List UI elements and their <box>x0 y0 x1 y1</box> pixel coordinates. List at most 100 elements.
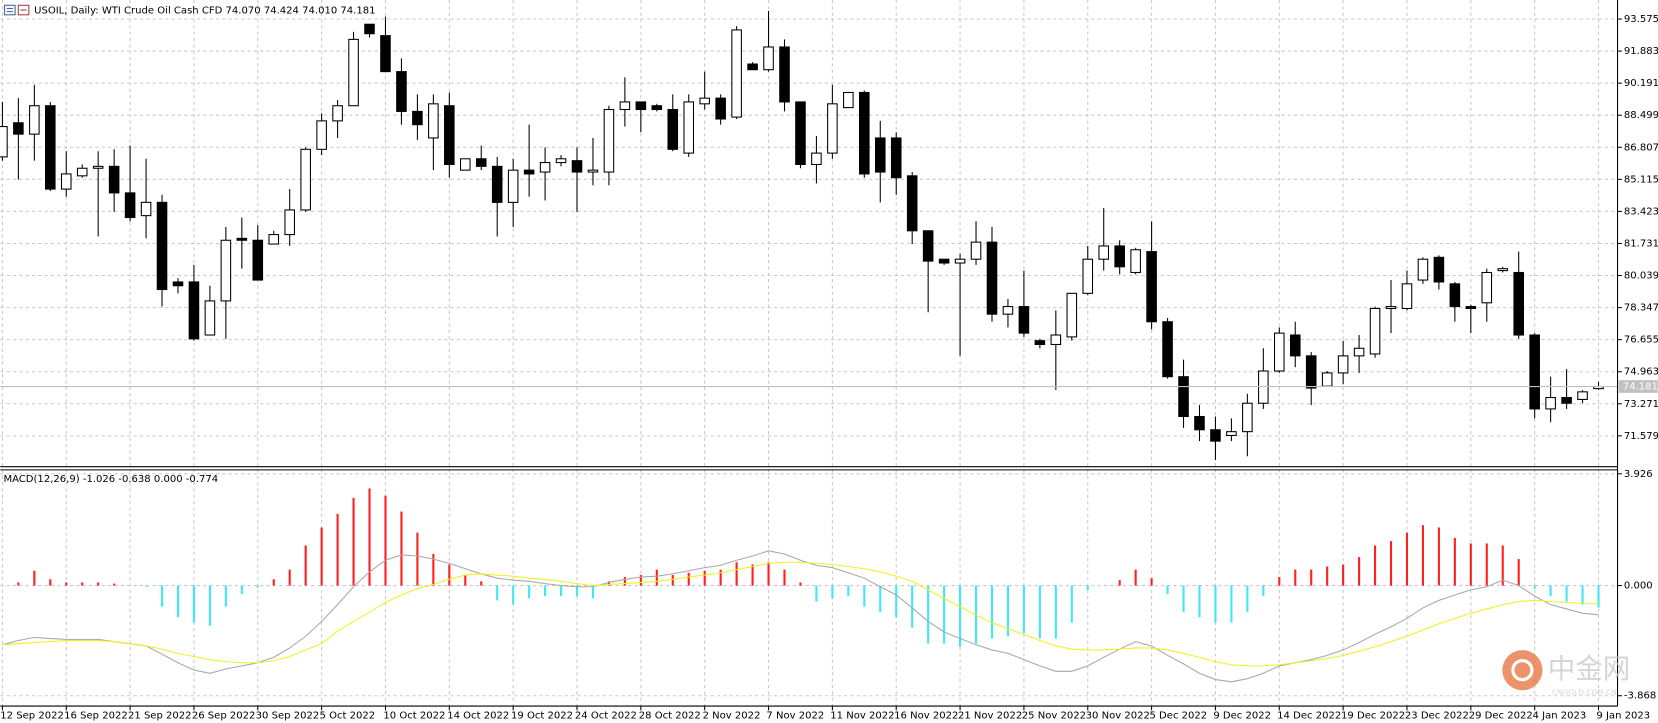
candle-body <box>92 165 104 169</box>
y-tick-label: 90.191 <box>1624 78 1658 89</box>
candle-body <box>475 158 487 167</box>
candle-body <box>1162 321 1173 378</box>
indicator-title: MACD(12,26,9) -1.026 -0.638 0.000 -0.774 <box>3 474 218 485</box>
macd-histogram-bar <box>1134 569 1137 586</box>
candle-body <box>156 201 168 291</box>
candle-body <box>1098 245 1110 260</box>
x-tick-label: 19 Oct 2022 <box>511 711 573 722</box>
macd-histogram-bar <box>1326 566 1329 586</box>
candle-body <box>1433 256 1445 283</box>
candle-body <box>316 120 327 150</box>
x-tick-label: 24 Oct 2022 <box>575 711 637 722</box>
macd-histogram-bar <box>1437 527 1440 586</box>
x-tick-label: 14 Oct 2022 <box>447 711 509 722</box>
x-tick-label: 23 Dec 2022 <box>1405 711 1469 722</box>
candle-body <box>603 108 615 173</box>
candle-body <box>938 258 950 264</box>
candle-body <box>619 101 631 111</box>
candle-body <box>1018 306 1030 334</box>
macd-histogram-bar <box>767 562 770 586</box>
macd-histogram-bar <box>544 585 547 597</box>
candle-body <box>300 148 311 211</box>
macd-histogram-bar <box>1549 585 1552 597</box>
x-tick-label: 11 Nov 2022 <box>830 711 894 722</box>
y-tick-label: 71.579 <box>1624 431 1658 442</box>
macd-histogram-bar <box>145 585 148 587</box>
macd-histogram-bar <box>1262 585 1265 597</box>
candle-body <box>459 158 471 171</box>
candle-body <box>1401 283 1413 310</box>
macd-histogram-bar <box>1565 585 1568 602</box>
macd-histogram-bar <box>990 585 994 639</box>
y-tick-label: 81.731 <box>1624 238 1658 249</box>
macd-histogram-bar <box>1310 569 1313 586</box>
y-tick-label: 93.575 <box>1624 14 1658 25</box>
x-tick-label: 5 Dec 2022 <box>1149 711 1207 722</box>
macd-histogram-bar <box>799 582 802 586</box>
candle-body <box>874 137 886 173</box>
candle-body <box>1242 402 1253 433</box>
macd-histogram-bar <box>927 585 930 644</box>
candle-body <box>1178 376 1189 418</box>
x-tick-label: 21 Nov 2022 <box>958 711 1022 722</box>
candle-body <box>539 162 551 173</box>
candle-body <box>380 35 391 73</box>
macd-histogram-bar <box>863 585 866 607</box>
x-tick-label: 16 Sep 2022 <box>64 711 128 722</box>
x-tick-label: 30 Nov 2022 <box>1086 711 1150 722</box>
candle-body <box>1082 258 1094 294</box>
watermark-url: CNGOLD.COM.CN <box>1552 687 1617 696</box>
candle-body <box>715 97 726 120</box>
macd-histogram-bar <box>208 585 211 626</box>
candle-body <box>827 103 838 154</box>
macd-histogram-bar <box>512 585 515 605</box>
macd-histogram-bar <box>17 582 20 586</box>
macd-histogram-bar <box>240 585 243 595</box>
candle-body <box>1258 370 1269 404</box>
y-tick-label: 88.499 <box>1624 110 1658 121</box>
candle-body <box>587 169 599 173</box>
y-tick-label: 0.000 <box>1624 581 1653 592</box>
macd-histogram-bar <box>831 585 834 599</box>
candle-body <box>1321 372 1333 387</box>
candle-body <box>1337 355 1349 374</box>
macd-histogram-bar <box>703 570 706 586</box>
macd-histogram-bar <box>1469 543 1472 586</box>
x-tick-label: 14 Dec 2022 <box>1277 711 1341 722</box>
candle-body <box>651 105 663 111</box>
candle-body <box>747 63 758 71</box>
candle-body <box>1194 415 1205 431</box>
candle-body <box>571 160 583 173</box>
macd-histogram-bar <box>1533 585 1536 589</box>
y-tick-label: -3.868 <box>1624 691 1656 702</box>
y-tick-label: 3.926 <box>1624 469 1653 480</box>
macd-histogram-bar <box>1485 543 1488 586</box>
macd-histogram-bar <box>1294 569 1297 586</box>
x-tick-label: 28 Oct 2022 <box>639 711 701 722</box>
candle-body <box>859 91 870 175</box>
candle-body <box>1497 268 1509 272</box>
candle-body <box>1034 340 1046 346</box>
macd-histogram-bar <box>591 585 595 599</box>
candle-body <box>922 230 934 262</box>
macd-histogram-bar <box>352 497 355 586</box>
macd-histogram-bar <box>879 585 882 613</box>
macd-histogram-bar <box>751 564 754 586</box>
candle-body <box>332 105 343 122</box>
candle-body <box>1274 332 1285 372</box>
macd-histogram-bar <box>1118 580 1121 586</box>
macd-histogram-bar <box>655 569 658 586</box>
candle-body <box>667 108 679 150</box>
candle-body <box>268 234 280 245</box>
macd-histogram-bar <box>1246 585 1249 613</box>
candle-body <box>140 201 152 217</box>
candle-body <box>45 105 56 190</box>
candle-body <box>491 165 503 203</box>
macd-histogram-bar <box>1373 545 1377 586</box>
macd-histogram-bar <box>528 585 531 599</box>
macd-histogram-bar <box>304 545 307 586</box>
macd-histogram-bar <box>97 582 100 586</box>
macd-histogram-bar <box>1342 564 1345 586</box>
y-tick-label: 74.963 <box>1624 367 1658 378</box>
macd-histogram-bar <box>192 585 196 623</box>
